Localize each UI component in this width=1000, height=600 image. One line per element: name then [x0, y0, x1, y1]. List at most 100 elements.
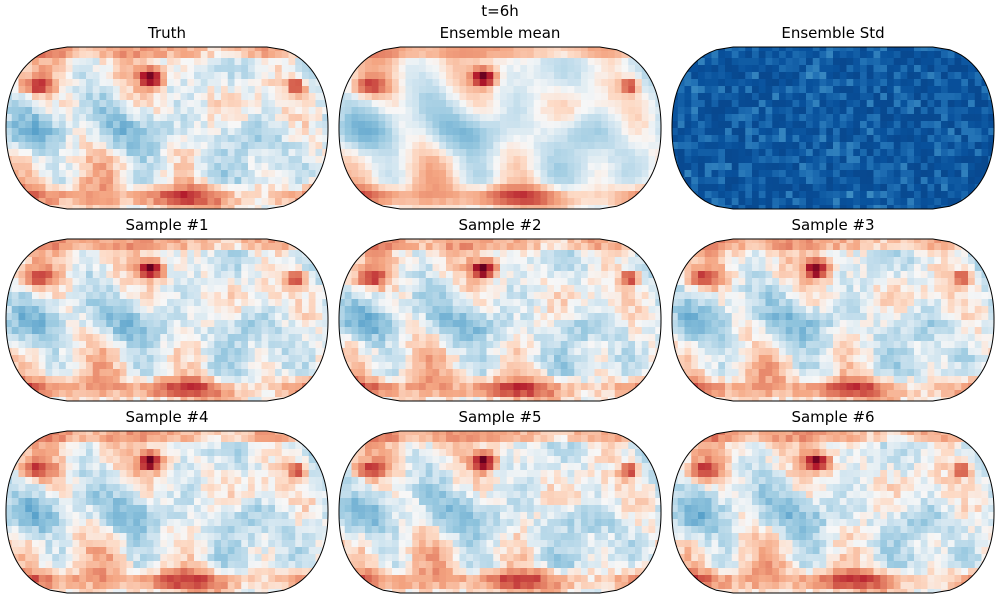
- heatmap-cell: [365, 285, 373, 293]
- heatmap-cell: [59, 313, 67, 321]
- heatmap-cell: [234, 264, 242, 272]
- heatmap-cell: [839, 58, 847, 66]
- heatmap-cell: [221, 191, 229, 199]
- heatmap-cell: [52, 390, 60, 398]
- heatmap-cell: [860, 100, 868, 108]
- heatmap-cell: [207, 299, 215, 307]
- heatmap-cell: [38, 243, 46, 251]
- heatmap-cell: [533, 79, 541, 87]
- heatmap-cell: [207, 320, 215, 328]
- heatmap-cell: [92, 114, 100, 122]
- heatmap-cell: [358, 156, 366, 164]
- heatmap-cell: [18, 271, 26, 279]
- heatmap-cell: [655, 149, 661, 157]
- heatmap-cell: [261, 72, 269, 80]
- heatmap-cell: [506, 170, 514, 178]
- heatmap-cell: [641, 114, 649, 122]
- heatmap-cell: [72, 114, 80, 122]
- heatmap-cell: [540, 278, 548, 286]
- heatmap-cell: [65, 306, 73, 314]
- heatmap-cell: [45, 156, 53, 164]
- heatmap-cell: [194, 348, 202, 356]
- heatmap-cell: [826, 100, 834, 108]
- heatmap-cell: [214, 397, 222, 401]
- heatmap-cell: [873, 47, 881, 52]
- heatmap-cell: [513, 107, 521, 115]
- heatmap-cell: [146, 327, 154, 335]
- heatmap-cell: [547, 135, 555, 143]
- heatmap-cell: [601, 72, 609, 80]
- heatmap-cell: [180, 135, 188, 143]
- heatmap-cell: [540, 58, 548, 66]
- heatmap-cell: [704, 86, 712, 94]
- heatmap-cell: [527, 170, 535, 178]
- heatmap-cell: [772, 86, 780, 94]
- heatmap-cell: [180, 128, 188, 136]
- heatmap-cell: [398, 135, 406, 143]
- heatmap-cell: [826, 121, 834, 129]
- heatmap-cell: [18, 191, 26, 199]
- heatmap-cell: [641, 170, 649, 178]
- heatmap-cell: [765, 184, 773, 192]
- heatmap-cell: [452, 51, 460, 59]
- heatmap-cell: [234, 397, 242, 401]
- heatmap-cell: [119, 128, 127, 136]
- heatmap-cell: [608, 58, 616, 66]
- heatmap-cell: [92, 177, 100, 185]
- heatmap-cell: [11, 86, 19, 94]
- heatmap-cell: [194, 327, 202, 335]
- heatmap-cell: [479, 149, 487, 157]
- heatmap-cell: [533, 128, 541, 136]
- heatmap-cell: [961, 191, 969, 199]
- heatmap-cell: [133, 114, 141, 122]
- heatmap-cell: [806, 100, 814, 108]
- heatmap-cell: [180, 47, 188, 52]
- heatmap-cell: [126, 278, 134, 286]
- heatmap-cell: [194, 198, 202, 206]
- heatmap-cell: [907, 86, 915, 94]
- heatmap-cell: [180, 198, 188, 206]
- heatmap-cell: [799, 198, 807, 206]
- heatmap-cell: [920, 107, 928, 115]
- heatmap-cell: [567, 149, 575, 157]
- heatmap-cell: [241, 149, 249, 157]
- heatmap-cell: [479, 135, 487, 143]
- heatmap-cell: [655, 72, 661, 80]
- heatmap-cell: [133, 170, 141, 178]
- heatmap-cell: [405, 72, 413, 80]
- heatmap-cell: [200, 341, 208, 349]
- heatmap-cell: [207, 121, 215, 129]
- heatmap-cell: [907, 72, 915, 80]
- heatmap-cell: [486, 250, 494, 258]
- heatmap-cell: [59, 306, 67, 314]
- heatmap-cell: [500, 72, 508, 80]
- heatmap-cell: [806, 79, 814, 87]
- heatmap-cell: [59, 292, 67, 300]
- heatmap-cell: [106, 327, 114, 335]
- heatmap-cell: [493, 156, 501, 164]
- heatmap-cell: [99, 93, 107, 101]
- heatmap-cell: [711, 79, 719, 87]
- heatmap-cell: [520, 285, 528, 293]
- heatmap-cell: [574, 121, 582, 129]
- heatmap-cell: [581, 100, 589, 108]
- heatmap-cell: [52, 93, 60, 101]
- heatmap-cell: [322, 327, 328, 335]
- heatmap-cell: [833, 191, 841, 199]
- heatmap-cell: [261, 299, 269, 307]
- heatmap-cell: [587, 47, 595, 52]
- heatmap-cell: [459, 163, 467, 171]
- panel-ensemble-std: Ensemble Std: [671, 22, 995, 212]
- heatmap-cell: [79, 170, 87, 178]
- heatmap-cell: [432, 191, 440, 199]
- heatmap-cell: [684, 163, 692, 171]
- heatmap-cell: [459, 177, 467, 185]
- heatmap-cell: [241, 376, 249, 384]
- heatmap-cell: [358, 278, 366, 286]
- heatmap-cell: [738, 58, 746, 66]
- heatmap-cell: [79, 65, 87, 73]
- heatmap-cell: [254, 383, 262, 391]
- heatmap-cell: [893, 107, 901, 115]
- heatmap-cell: [628, 114, 636, 122]
- heatmap-cell: [11, 306, 19, 314]
